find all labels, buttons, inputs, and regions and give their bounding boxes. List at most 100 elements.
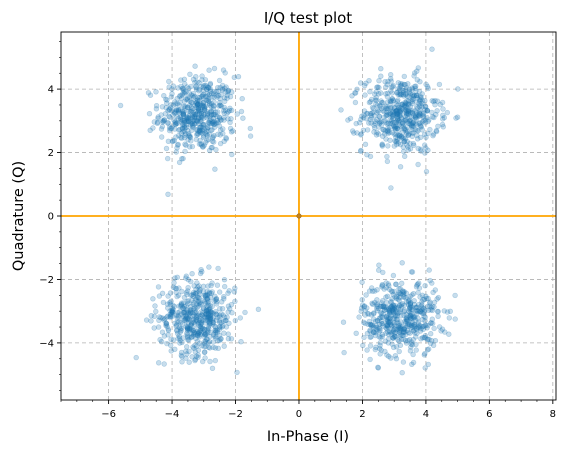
scatter-point (159, 329, 166, 335)
scatter-point (213, 333, 219, 340)
scatter-point (407, 305, 413, 311)
scatter-point (193, 331, 199, 337)
scatter-point (133, 354, 139, 361)
scatter-point (191, 300, 197, 306)
scatter-point (188, 104, 194, 111)
scatter-point (218, 103, 225, 109)
scatter-point (206, 67, 212, 73)
scatter-point (184, 351, 190, 357)
scatter-point (383, 314, 390, 320)
scatter-point (202, 320, 208, 326)
scatter-point (400, 332, 406, 339)
scatter-point (191, 312, 197, 318)
scatter-point (380, 126, 386, 133)
scatter-point (174, 100, 180, 107)
scatter-point (209, 101, 215, 107)
scatter-point (205, 311, 212, 317)
scatter-point (430, 320, 436, 327)
scatter-point (202, 331, 209, 337)
scatter-point (380, 133, 386, 139)
scatter-point (384, 120, 390, 127)
scatter-point (215, 88, 221, 95)
scatter-point (414, 77, 420, 83)
scatter-point (380, 303, 386, 310)
scatter-point (361, 82, 368, 89)
scatter-point (419, 299, 425, 305)
scatter-point (387, 310, 393, 317)
scatter-point (382, 78, 388, 85)
scatter-point (389, 305, 396, 311)
scatter-point (185, 301, 191, 307)
scatter-point (221, 296, 227, 302)
scatter-point (377, 326, 383, 332)
scatter-point (209, 90, 215, 97)
scatter-point (216, 123, 223, 129)
scatter-point (202, 355, 208, 361)
scatter-point (184, 324, 191, 330)
scatter-point (196, 283, 202, 289)
scatter-point (154, 119, 161, 126)
scatter-point (170, 337, 177, 343)
scatter-point (394, 107, 400, 114)
scatter-point (189, 113, 196, 119)
scatter-point (413, 121, 419, 128)
scatter-point (363, 292, 369, 298)
scatter-point (415, 281, 421, 287)
scatter-point (390, 119, 396, 126)
scatter-point (176, 127, 182, 133)
scatter-point (174, 95, 180, 102)
scatter-point (183, 124, 190, 131)
scatter-point (190, 115, 196, 121)
scatter-point (389, 289, 395, 295)
scatter-point (199, 144, 206, 150)
scatter-point (393, 138, 399, 145)
scatter-point (414, 304, 420, 310)
scatter-point (415, 319, 421, 325)
scatter-point (416, 307, 422, 313)
scatter-point (408, 311, 415, 317)
scatter-point (424, 303, 431, 310)
scatter-point (414, 105, 421, 111)
scatter-point (412, 85, 418, 92)
scatter-point (188, 83, 194, 90)
scatter-point (392, 138, 398, 144)
scatter-point (182, 81, 188, 87)
scatter-point (384, 111, 390, 118)
scatter-point (397, 85, 403, 92)
scatter-point (205, 124, 211, 131)
scatter-point (193, 290, 200, 296)
scatter-point (209, 280, 215, 286)
scatter-point (403, 295, 409, 301)
scatter-point (415, 321, 421, 327)
scatter-point (194, 333, 201, 339)
scatter-point (193, 104, 200, 111)
scatter-point (206, 339, 213, 345)
scatter-point (176, 102, 182, 108)
scatter-point (190, 124, 196, 131)
scatter-point (180, 87, 187, 93)
scatter-point (389, 329, 396, 335)
scatter-point (200, 134, 207, 141)
scatter-point (165, 138, 172, 145)
scatter-point (407, 336, 413, 343)
scatter-point (195, 115, 201, 121)
scatter-point (215, 338, 221, 344)
scatter-point (428, 331, 434, 337)
scatter-point (217, 117, 224, 123)
scatter-point (383, 91, 389, 97)
scatter-point (163, 320, 170, 327)
scatter-point (202, 103, 209, 109)
scatter-point (184, 314, 190, 320)
scatter-point (372, 120, 378, 126)
scatter-point (159, 339, 165, 345)
scatter-point (217, 99, 223, 106)
scatter-point (388, 105, 394, 112)
scatter-point (358, 131, 364, 137)
scatter-point (195, 97, 201, 103)
scatter-point (153, 106, 160, 112)
scatter-point (200, 87, 207, 94)
scatter-point (192, 290, 198, 296)
scatter-point (214, 301, 220, 307)
scatter-point (184, 331, 190, 338)
scatter-point (198, 320, 204, 326)
